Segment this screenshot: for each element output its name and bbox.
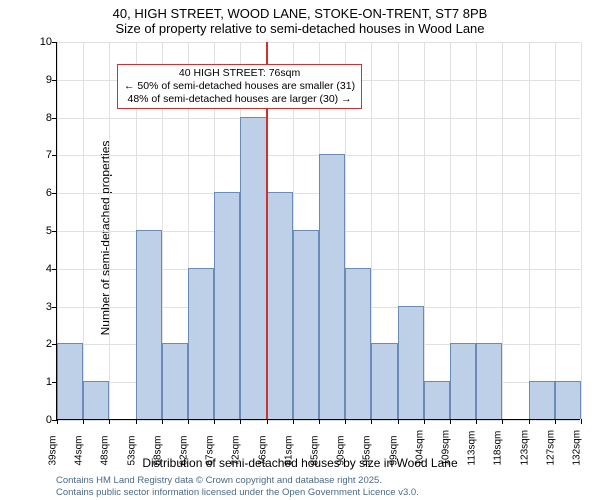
footnote-line-1: Contains HM Land Registry data © Crown c… <box>56 475 419 486</box>
xtick <box>188 419 189 424</box>
ytick-label: 7 <box>32 149 52 161</box>
xtick <box>371 419 372 424</box>
gridline-v <box>529 42 530 419</box>
annot-line-3: 48% of semi-detached houses are larger (… <box>124 93 355 106</box>
gridline-v <box>83 42 84 419</box>
xtick-label: 44sqm <box>74 435 85 465</box>
xtick-label: 53sqm <box>126 435 137 465</box>
histogram-bar <box>529 381 555 419</box>
xtick <box>502 419 503 424</box>
xtick-label: 99sqm <box>388 435 399 465</box>
histogram-bar <box>450 343 476 419</box>
xtick <box>450 419 451 424</box>
histogram-bar <box>57 343 83 419</box>
chart-title-1: 40, HIGH STREET, WOOD LANE, STOKE-ON-TRE… <box>0 6 600 21</box>
xtick <box>529 419 530 424</box>
histogram-bar <box>293 230 319 419</box>
xtick <box>136 419 137 424</box>
chart-footnote: Contains HM Land Registry data © Crown c… <box>56 475 419 498</box>
xtick-label: 81sqm <box>283 435 294 465</box>
annot-line-1: 40 HIGH STREET: 76sqm <box>124 67 355 80</box>
ytick-label: 9 <box>32 74 52 86</box>
xtick-label: 76sqm <box>257 435 268 465</box>
ytick-label: 8 <box>32 112 52 124</box>
xtick <box>555 419 556 424</box>
xtick <box>109 419 110 424</box>
xtick <box>267 419 268 424</box>
xtick <box>214 419 215 424</box>
xtick-label: 58sqm <box>152 435 163 465</box>
xtick <box>476 419 477 424</box>
gridline-v <box>555 42 556 419</box>
histogram-bar <box>345 268 371 419</box>
xtick-label: 85sqm <box>310 435 321 465</box>
xtick-label: 109sqm <box>441 430 452 466</box>
xtick-label: 48sqm <box>100 435 111 465</box>
gridline-v <box>424 42 425 419</box>
chart-title-2: Size of property relative to semi-detach… <box>0 21 600 36</box>
xtick <box>398 419 399 424</box>
histogram-bar <box>319 154 345 419</box>
xtick <box>293 419 294 424</box>
ytick-label: 2 <box>32 338 52 350</box>
annotation-box: 40 HIGH STREET: 76sqm← 50% of semi-detac… <box>117 64 362 109</box>
histogram-bar <box>136 230 162 419</box>
histogram-chart: 40, HIGH STREET, WOOD LANE, STOKE-ON-TRE… <box>0 0 600 500</box>
histogram-bar <box>267 192 293 419</box>
xtick-label: 104sqm <box>414 430 425 466</box>
histogram-bar <box>371 343 397 419</box>
xtick <box>83 419 84 424</box>
gridline-v <box>581 42 582 419</box>
xtick-label: 95sqm <box>362 435 373 465</box>
xtick <box>57 419 58 424</box>
xtick <box>162 419 163 424</box>
histogram-bar <box>240 117 266 419</box>
histogram-bar <box>214 192 240 419</box>
ytick-label: 1 <box>32 376 52 388</box>
histogram-bar <box>162 343 188 419</box>
xtick-label: 118sqm <box>493 431 504 466</box>
ytick-label: 6 <box>32 187 52 199</box>
annot-line-2: ← 50% of semi-detached houses are smalle… <box>124 80 355 93</box>
xtick <box>240 419 241 424</box>
xtick <box>345 419 346 424</box>
histogram-bar <box>476 343 502 419</box>
ytick-label: 5 <box>32 225 52 237</box>
footnote-line-2: Contains public sector information licen… <box>56 487 419 498</box>
xtick-label: 90sqm <box>336 435 347 465</box>
xtick <box>319 419 320 424</box>
xtick-label: 72sqm <box>231 435 242 465</box>
x-axis-label: Distribution of semi-detached houses by … <box>0 456 600 470</box>
ytick-label: 10 <box>32 36 52 48</box>
gridline-v <box>109 42 110 419</box>
xtick-label: 39sqm <box>48 435 59 465</box>
xtick-label: 67sqm <box>205 435 216 465</box>
xtick-label: 62sqm <box>179 435 190 465</box>
xtick <box>424 419 425 424</box>
xtick <box>581 419 582 424</box>
xtick-label: 132sqm <box>572 430 583 466</box>
chart-titles: 40, HIGH STREET, WOOD LANE, STOKE-ON-TRE… <box>0 6 600 36</box>
xtick-label: 123sqm <box>519 430 530 466</box>
xtick-label: 127sqm <box>545 430 556 466</box>
ytick-label: 3 <box>32 301 52 313</box>
histogram-bar <box>555 381 581 419</box>
xtick-label: 113sqm <box>467 431 478 466</box>
ytick-label: 4 <box>32 263 52 275</box>
plot-area: 40 HIGH STREET: 76sqm← 50% of semi-detac… <box>56 42 580 420</box>
histogram-bar <box>398 306 424 419</box>
gridline-v <box>502 42 503 419</box>
histogram-bar <box>188 268 214 419</box>
ytick-label: 0 <box>32 414 52 426</box>
histogram-bar <box>83 381 109 419</box>
histogram-bar <box>424 381 450 419</box>
